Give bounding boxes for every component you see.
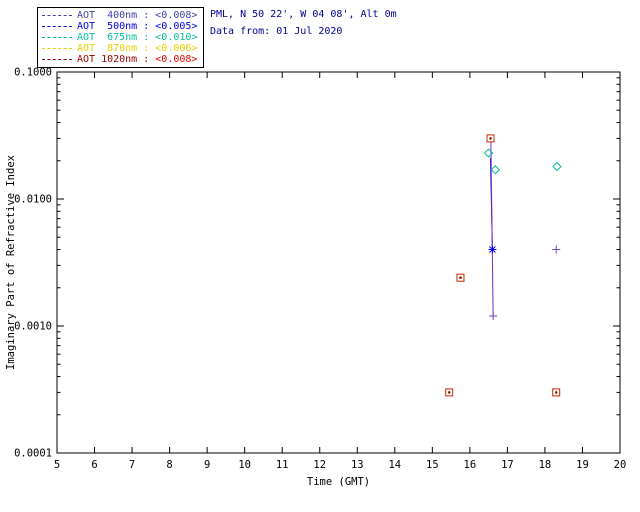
legend-label-400nm: AOT 400nm : bbox=[77, 10, 156, 21]
y-axis-title: Imaginary Part of Refractive Index bbox=[5, 155, 17, 370]
series-aot-500nm bbox=[488, 245, 497, 254]
legend-item-400nm: AOT 400nm : <0.008> bbox=[42, 10, 197, 21]
legend-box: AOT 400nm : <0.008> AOT 500nm : <0.005> … bbox=[37, 7, 205, 68]
legend-label-675nm: AOT 675nm : bbox=[77, 32, 156, 43]
legend-item-500nm: AOT 500nm : <0.005> bbox=[42, 21, 197, 32]
legend-line-sample-675nm bbox=[42, 37, 72, 38]
legend-value-675nm: <0.010> bbox=[155, 32, 198, 43]
y-tick-label: 0.0010 bbox=[14, 321, 52, 333]
x-tick-label: 5 bbox=[54, 459, 60, 471]
marker-plus bbox=[552, 245, 561, 254]
marker-square-dot bbox=[447, 391, 451, 394]
legend-line-sample-500nm bbox=[42, 26, 72, 27]
legend-label-500nm: AOT 500nm : bbox=[77, 21, 156, 32]
x-tick-label: 8 bbox=[166, 459, 172, 471]
marker-square-dot bbox=[459, 276, 462, 280]
legend-value-870nm: <0.006> bbox=[155, 43, 198, 54]
x-tick-label: 10 bbox=[238, 459, 251, 471]
x-tick-label: 14 bbox=[388, 459, 401, 471]
marker-diamond bbox=[552, 161, 562, 172]
legend-value-500nm: <0.005> bbox=[155, 21, 198, 32]
x-tick-label: 11 bbox=[276, 459, 289, 471]
connector-lines bbox=[490, 142, 494, 316]
x-tick-label: 7 bbox=[129, 459, 135, 471]
x-tick-label: 17 bbox=[501, 459, 514, 471]
data-date-text: Data from: 01 Jul 2020 bbox=[210, 26, 343, 37]
axes bbox=[56, 71, 621, 454]
x-tick-label: 13 bbox=[351, 459, 364, 471]
x-tick-label: 6 bbox=[91, 459, 97, 471]
y-axis: 0.1000 0.0100 0.0010 0.0001 Imaginary Part o… bbox=[5, 67, 620, 460]
marker-diamond bbox=[490, 165, 501, 175]
x-axis-title: Time (GMT) bbox=[307, 476, 370, 488]
legend-label-1020nm: AOT 1020nm : bbox=[77, 54, 156, 65]
plot-header: PML, N 50 22', W 04 08', Alt 0m Data fro… bbox=[210, 6, 397, 40]
legend-label-870nm: AOT 870nm : bbox=[77, 43, 156, 54]
marker-square bbox=[445, 388, 454, 397]
legend-line-sample-1020nm bbox=[42, 59, 72, 60]
x-tick-label: 15 bbox=[426, 459, 439, 471]
marker-plus bbox=[489, 311, 498, 320]
x-tick-label: 20 bbox=[614, 459, 627, 471]
marker-square bbox=[486, 134, 495, 143]
x-tick-label: 9 bbox=[204, 459, 210, 471]
y-tick-label: 0.0001 bbox=[14, 448, 52, 460]
series-aot-675nm bbox=[483, 148, 562, 175]
site-location-text: PML, N 50 22', W 04 08', Alt 0m bbox=[210, 9, 397, 20]
marker-asterisk bbox=[488, 245, 497, 254]
marker-square-dot bbox=[554, 391, 558, 394]
legend-item-1020nm: AOT 1020nm : <0.008> bbox=[42, 54, 197, 65]
legend-line-sample-400nm bbox=[42, 15, 72, 16]
legend-line-sample-870nm bbox=[42, 48, 72, 49]
x-tick-label: 16 bbox=[464, 459, 477, 471]
marker-square-dot bbox=[489, 137, 492, 140]
legend-value-1020nm: <0.008> bbox=[155, 54, 198, 65]
y-tick-label: 0.0100 bbox=[14, 194, 52, 206]
marker-square bbox=[456, 273, 465, 282]
legend-item-675nm: AOT 675nm : <0.010> bbox=[42, 32, 197, 43]
marker-square bbox=[552, 388, 561, 397]
x-tick-label: 18 bbox=[539, 459, 552, 471]
series-aot-400nm bbox=[489, 245, 561, 320]
marker-diamond bbox=[483, 148, 494, 158]
legend-value-400nm: <0.008> bbox=[155, 10, 198, 21]
x-axis: 5 6 7 8 9 10 11 12 13 14 15 16 17 18 19 20 Time (GMT) bbox=[54, 72, 626, 488]
x-tick-label: 12 bbox=[313, 459, 326, 471]
series-aot-1020nm bbox=[445, 134, 561, 397]
x-tick-label: 19 bbox=[576, 459, 589, 471]
y-tick-label: 0.1000 bbox=[14, 67, 52, 79]
legend-item-870nm: AOT 870nm : <0.006> bbox=[42, 43, 197, 54]
